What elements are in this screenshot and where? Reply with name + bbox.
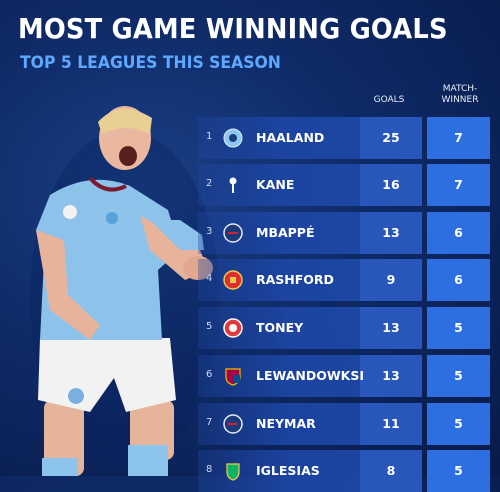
goals-value: 13 <box>382 368 400 383</box>
goals-value: 13 <box>382 225 400 240</box>
table-row: 8 IGLESIAS 8 5 <box>198 450 492 492</box>
betis-crest-icon <box>226 463 240 481</box>
player-name: HAALAND <box>256 130 325 145</box>
barcelona-crest-icon <box>225 368 241 386</box>
rank: 5 <box>206 321 213 332</box>
match-winner-value: 5 <box>454 416 463 431</box>
psg-crest-icon <box>223 223 243 243</box>
rank: 2 <box>206 178 213 189</box>
man-united-crest-icon <box>223 270 243 290</box>
match-winner-column-header: MATCH- WINNER <box>428 84 492 106</box>
goals-value: 9 <box>386 272 396 287</box>
player-name: MBAPPÉ <box>256 225 315 240</box>
table-row: 6 LEWANDOWKSI 13 5 <box>198 355 492 397</box>
rank: 8 <box>206 464 213 475</box>
match-winner-value: 7 <box>454 177 463 192</box>
page-subtitle: TOP 5 LEAGUES THIS SEASON <box>20 53 281 73</box>
player-photo <box>30 106 220 476</box>
match-winner-header-line1: MATCH- <box>442 84 478 94</box>
goals-value: 16 <box>382 177 400 192</box>
goals-value: 13 <box>382 320 400 335</box>
match-winner-value: 6 <box>454 272 463 287</box>
rank: 6 <box>206 369 213 380</box>
goals-value: 11 <box>382 416 400 431</box>
player-name: IGLESIAS <box>256 463 320 478</box>
match-winner-value: 7 <box>454 130 463 145</box>
man-city-crest-icon <box>223 128 243 148</box>
match-winner-value: 6 <box>454 225 463 240</box>
rank: 1 <box>206 131 213 142</box>
match-winner-value: 5 <box>454 368 463 383</box>
table-row: 1 HAALAND 25 7 <box>198 117 492 159</box>
brentford-crest-icon <box>223 318 243 338</box>
tottenham-crest-icon <box>229 177 237 193</box>
table-row: 7 NEYMAR 11 5 <box>198 403 492 445</box>
table-row: 5 TONEY 13 5 <box>198 307 492 349</box>
player-name: KANE <box>256 177 295 192</box>
table-row: 4 RASHFORD 9 6 <box>198 259 492 301</box>
player-name: NEYMAR <box>256 416 316 431</box>
table-row: 3 MBAPPÉ 13 6 <box>198 212 492 254</box>
psg-crest-icon <box>223 414 243 434</box>
page-title: MOST GAME WINNING GOALS <box>18 12 448 45</box>
player-name: LEWANDOWKSI <box>256 368 364 383</box>
goals-value: 8 <box>386 463 396 478</box>
rank: 3 <box>206 226 213 237</box>
player-name: RASHFORD <box>256 272 334 287</box>
goals-column-header: GOALS <box>373 95 405 105</box>
match-winner-header-line2: WINNER <box>441 95 479 105</box>
match-winner-value: 5 <box>454 320 463 335</box>
goals-value: 25 <box>382 130 400 145</box>
rank: 7 <box>206 417 213 428</box>
rank: 4 <box>206 273 213 284</box>
table-row: 2 KANE 16 7 <box>198 164 492 206</box>
match-winner-value: 5 <box>454 463 463 478</box>
player-name: TONEY <box>256 320 304 335</box>
